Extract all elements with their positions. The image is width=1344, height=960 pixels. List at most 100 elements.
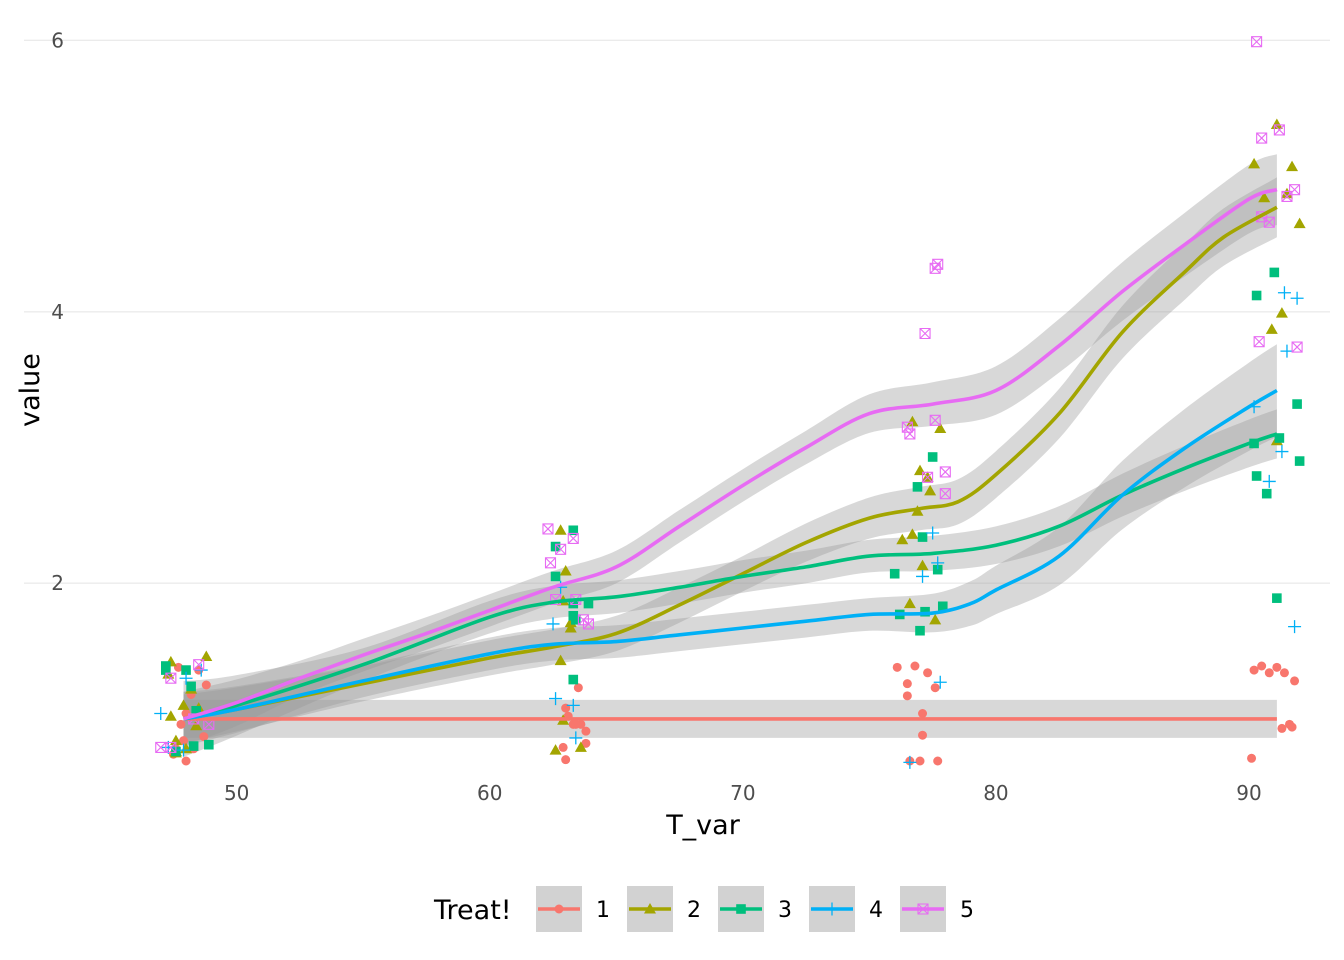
data-point-1 <box>1257 661 1267 671</box>
data-point-2 <box>190 719 203 731</box>
data-point-5 <box>939 466 951 478</box>
data-point-3 <box>568 610 579 621</box>
legend-label: 3 <box>778 898 792 923</box>
data-point-2 <box>1258 191 1271 203</box>
data-point-1 <box>581 726 591 736</box>
smooth-line-5 <box>182 187 1278 721</box>
data-point-5 <box>567 532 579 544</box>
legend-key-1 <box>536 886 582 932</box>
smooth-line-3 <box>183 432 1278 721</box>
data-point-1 <box>918 730 928 740</box>
data-point-3 <box>191 705 201 716</box>
y-tick-label: 6 <box>51 28 64 52</box>
data-point-3 <box>932 564 943 575</box>
data-point-3 <box>1294 456 1305 466</box>
data-point-1 <box>1287 722 1297 732</box>
data-point-2 <box>554 654 567 666</box>
data-point-3 <box>927 452 938 462</box>
data-points <box>154 36 1306 769</box>
data-point-5 <box>939 488 951 500</box>
data-point-4 <box>903 755 917 769</box>
data-point-5 <box>1291 341 1303 353</box>
confidence-band-5 <box>183 154 1277 747</box>
smooth-line-4 <box>183 388 1278 721</box>
data-point-1 <box>923 668 933 678</box>
data-point-5 <box>1289 184 1301 196</box>
data-point-1 <box>181 756 191 766</box>
y-axis-ticks: 2 4 6 <box>51 28 64 595</box>
data-point-2 <box>896 533 909 545</box>
data-point-3 <box>915 625 925 636</box>
data-point-2 <box>906 415 919 427</box>
data-point-2 <box>924 484 937 496</box>
data-point-4 <box>926 526 940 540</box>
data-point-5 <box>544 557 557 569</box>
data-point-1 <box>176 719 186 729</box>
data-point-1 <box>561 755 571 765</box>
data-point-4 <box>1275 445 1289 459</box>
data-point-2 <box>929 613 942 625</box>
data-point-5 <box>1253 336 1265 348</box>
data-point-3 <box>1272 593 1282 603</box>
data-point-4 <box>1280 344 1294 358</box>
data-point-1 <box>1272 662 1282 672</box>
x-tick-label: 90 <box>1236 781 1261 805</box>
legend-key-marker <box>644 903 656 914</box>
data-point-5 <box>193 659 205 671</box>
data-point-3 <box>1251 471 1262 481</box>
data-point-3 <box>912 482 923 492</box>
data-point-5 <box>929 414 941 426</box>
legend-key-5 <box>900 886 946 932</box>
data-point-4 <box>1262 474 1276 488</box>
data-point-4 <box>566 698 580 712</box>
data-point-1 <box>910 661 920 671</box>
data-point-2 <box>1293 217 1306 229</box>
legend-label: 4 <box>869 898 883 923</box>
data-point-4 <box>161 740 175 754</box>
data-point-4 <box>916 569 930 583</box>
legend-key-marker <box>736 904 746 914</box>
data-point-2 <box>164 710 177 721</box>
x-tick-label: 60 <box>477 781 502 805</box>
data-point-2 <box>549 744 562 755</box>
y-axis-title: value <box>15 353 46 427</box>
data-point-3 <box>1251 290 1262 301</box>
legend-label: 1 <box>596 898 610 923</box>
x-tick-label: 70 <box>730 781 755 805</box>
data-point-5 <box>922 471 934 483</box>
data-point-3 <box>186 681 196 692</box>
data-point-2 <box>559 565 572 576</box>
data-point-2 <box>200 650 213 661</box>
data-point-1 <box>173 662 183 672</box>
data-point-3 <box>568 674 579 685</box>
legend-key-3 <box>718 886 764 932</box>
data-point-1 <box>915 756 925 766</box>
data-point-2 <box>934 422 947 433</box>
data-point-1 <box>902 691 912 701</box>
legend: Treat! 1 2 3 4 5 <box>433 886 974 932</box>
data-point-3 <box>920 606 930 617</box>
data-point-3 <box>204 739 214 750</box>
confidence-bands <box>183 154 1277 757</box>
legend-title: Treat! <box>433 895 512 926</box>
data-point-2 <box>903 597 916 609</box>
data-point-4 <box>549 692 563 706</box>
data-point-4 <box>1277 286 1291 300</box>
data-point-2 <box>906 528 919 539</box>
data-point-3 <box>937 601 948 612</box>
y-tick-label: 4 <box>51 300 64 324</box>
data-point-5 <box>555 543 567 555</box>
data-point-1 <box>1279 668 1289 678</box>
data-point-1 <box>1264 668 1274 678</box>
legend-key-marker <box>825 902 839 916</box>
data-point-5 <box>582 618 595 630</box>
data-point-1 <box>199 732 209 742</box>
legend-label: 5 <box>960 898 974 923</box>
data-point-3 <box>550 571 561 582</box>
data-point-1 <box>1290 676 1300 686</box>
data-point-3 <box>583 598 594 609</box>
data-point-2 <box>1286 160 1299 172</box>
x-axis-ticks: 50 60 70 80 90 <box>224 781 1262 805</box>
data-point-2 <box>177 699 190 710</box>
